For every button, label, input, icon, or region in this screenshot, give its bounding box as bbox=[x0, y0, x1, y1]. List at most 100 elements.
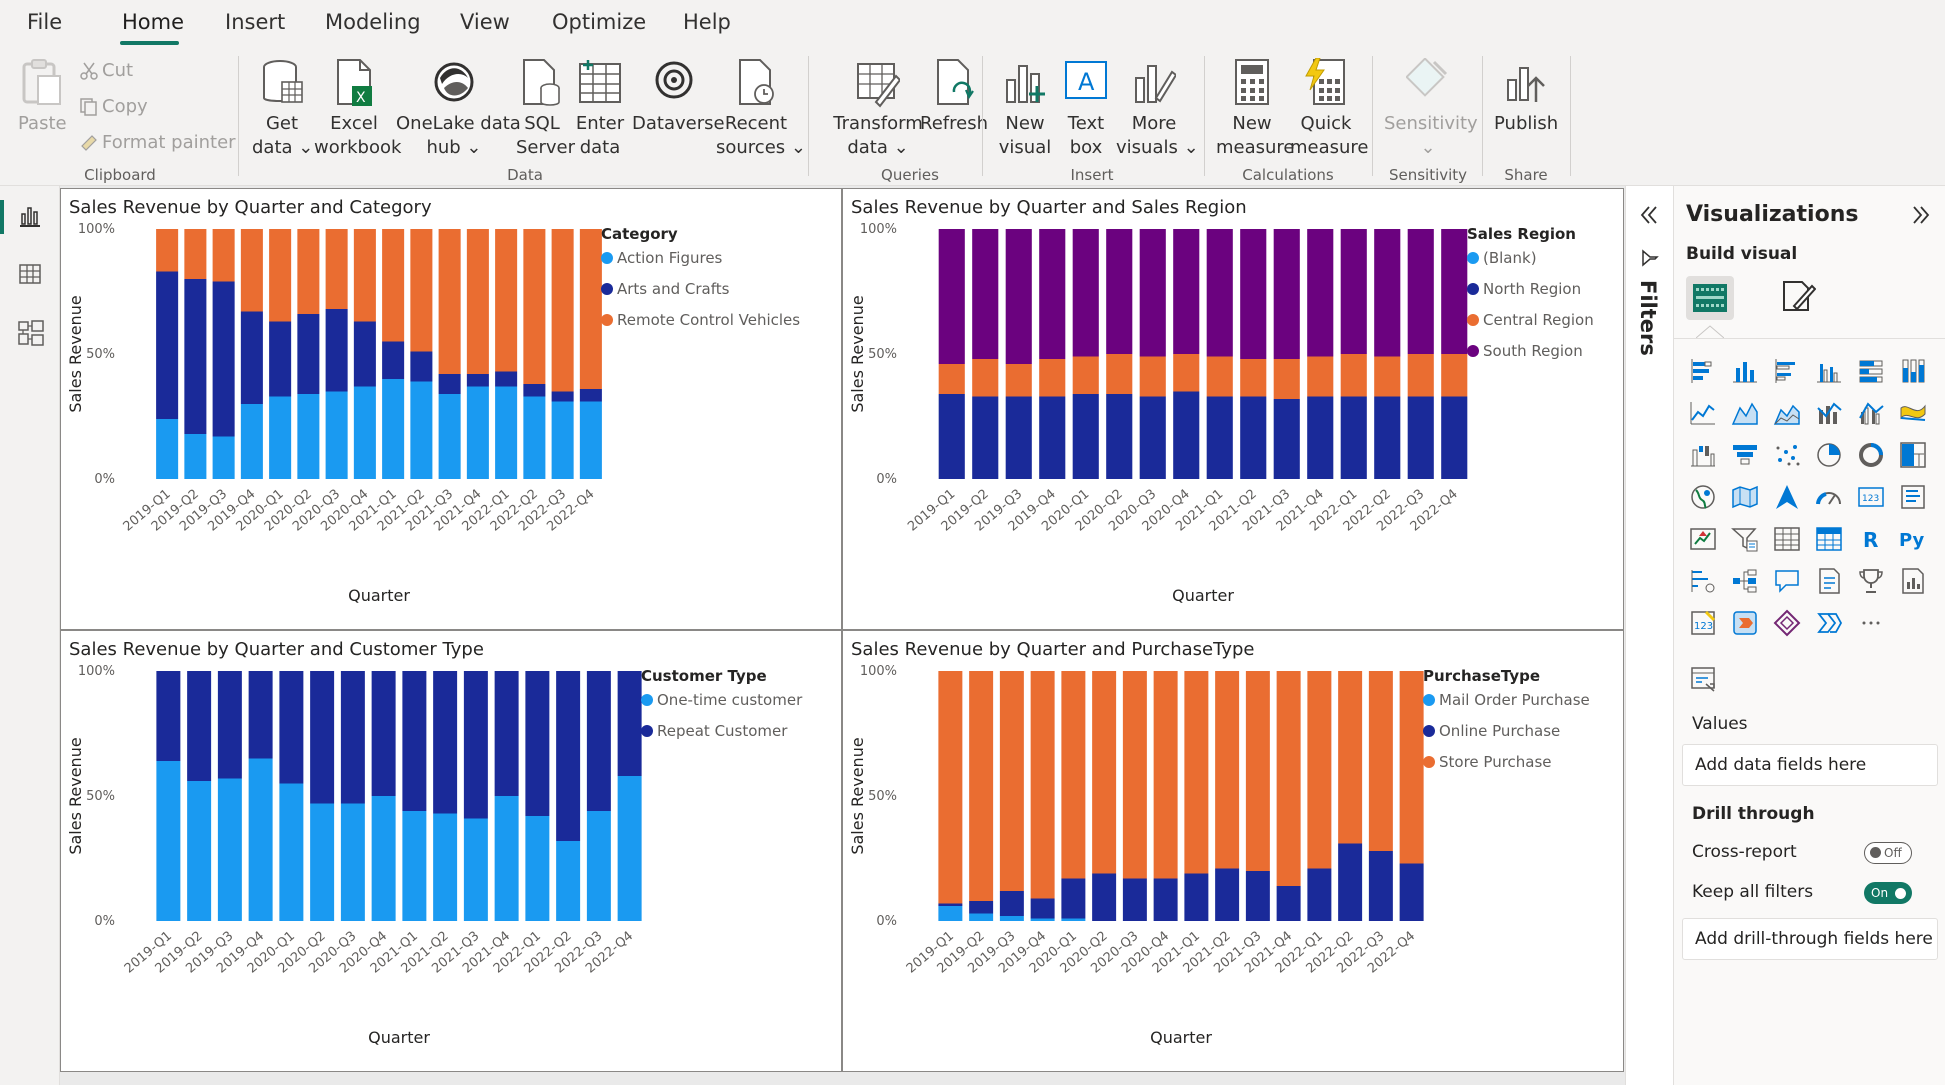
bar-segment[interactable] bbox=[269, 229, 292, 322]
values-field-well[interactable]: Add data fields here bbox=[1682, 744, 1938, 786]
keep-all-filters-toggle[interactable]: On bbox=[1864, 882, 1912, 904]
bar-segment[interactable] bbox=[523, 229, 546, 384]
menu-optimize[interactable]: Optimize bbox=[552, 10, 647, 34]
bar-segment[interactable] bbox=[1184, 873, 1209, 922]
bar-segment[interactable] bbox=[156, 271, 179, 420]
dataverse-button[interactable]: Dataverse bbox=[632, 58, 725, 136]
bar-segment[interactable] bbox=[248, 758, 273, 922]
bar-segment[interactable] bbox=[1206, 229, 1233, 357]
bar-segment[interactable] bbox=[1338, 843, 1363, 922]
python-visual-icon[interactable]: Py bbox=[1898, 524, 1928, 554]
bar-segment[interactable] bbox=[1005, 396, 1032, 480]
bar-segment[interactable] bbox=[1399, 863, 1424, 922]
bar-segment[interactable] bbox=[1206, 356, 1233, 397]
bar-segment[interactable] bbox=[279, 671, 304, 784]
slicer-icon[interactable] bbox=[1730, 524, 1760, 554]
bar-segment[interactable] bbox=[156, 229, 179, 272]
bar-segment[interactable] bbox=[156, 761, 181, 921]
bar-segment[interactable] bbox=[1338, 671, 1363, 844]
bar-segment[interactable] bbox=[617, 776, 642, 921]
paste-button[interactable]: Paste bbox=[18, 58, 67, 136]
bar-segment[interactable] bbox=[1139, 356, 1166, 397]
bar-segment[interactable] bbox=[325, 309, 348, 392]
bar-segment[interactable] bbox=[1153, 878, 1178, 922]
bar-segment[interactable] bbox=[1122, 878, 1147, 922]
bar-segment[interactable] bbox=[1039, 396, 1066, 480]
bar-segment[interactable] bbox=[1061, 918, 1086, 922]
scatter-chart-icon[interactable] bbox=[1772, 440, 1802, 470]
bar-segment[interactable] bbox=[523, 396, 546, 480]
power-apps-icon[interactable]: 123 bbox=[1688, 608, 1718, 638]
custom-visual-icon[interactable] bbox=[1688, 664, 1718, 694]
decomposition-tree-icon[interactable] bbox=[1730, 566, 1760, 596]
bar-segment[interactable] bbox=[556, 671, 581, 841]
bar-segment[interactable] bbox=[240, 311, 263, 405]
menu-file[interactable]: File bbox=[27, 10, 63, 34]
bar-segment[interactable] bbox=[1240, 359, 1267, 397]
filters-label[interactable]: Filters bbox=[1636, 280, 1660, 356]
bar-segment[interactable] bbox=[1173, 229, 1200, 354]
bar-segment[interactable] bbox=[999, 891, 1024, 916]
bar-segment[interactable] bbox=[466, 386, 489, 480]
drill-through-field-well[interactable]: Add drill-through fields here bbox=[1682, 918, 1938, 960]
bar-segment[interactable] bbox=[184, 229, 207, 279]
bar-segment[interactable] bbox=[1307, 671, 1332, 869]
bar-segment[interactable] bbox=[1173, 354, 1200, 392]
menu-home[interactable]: Home bbox=[122, 10, 185, 34]
publish-button[interactable]: Publish bbox=[1494, 58, 1558, 136]
bar-segment[interactable] bbox=[1206, 396, 1233, 480]
bar-segment[interactable] bbox=[217, 778, 242, 922]
bar-segment[interactable] bbox=[1092, 671, 1117, 874]
bar-segment[interactable] bbox=[402, 811, 427, 921]
filled-map-icon[interactable] bbox=[1730, 482, 1760, 512]
bar-segment[interactable] bbox=[438, 229, 461, 374]
power-platform-icon[interactable] bbox=[1772, 608, 1802, 638]
bar-segment[interactable] bbox=[1399, 671, 1424, 864]
stacked-area-chart-icon[interactable] bbox=[1772, 398, 1802, 428]
bar-segment[interactable] bbox=[556, 841, 581, 921]
bar-segment[interactable] bbox=[310, 803, 335, 922]
bar-segment[interactable] bbox=[410, 381, 433, 480]
filters-pane-collapsed[interactable] bbox=[1625, 186, 1673, 1085]
bar-segment[interactable] bbox=[1407, 354, 1434, 397]
bar-segment[interactable] bbox=[1374, 396, 1401, 480]
bar-segment[interactable] bbox=[1106, 354, 1133, 394]
bar-segment[interactable] bbox=[212, 281, 235, 437]
bar-segment[interactable] bbox=[269, 321, 292, 397]
bar-segment[interactable] bbox=[938, 671, 963, 904]
bar-segment[interactable] bbox=[1340, 229, 1367, 354]
bar-segment[interactable] bbox=[1039, 359, 1066, 397]
azure-map-icon[interactable] bbox=[1772, 482, 1802, 512]
bar-segment[interactable] bbox=[1030, 671, 1055, 899]
bar-segment[interactable] bbox=[999, 916, 1024, 921]
donut-chart-icon[interactable] bbox=[1856, 440, 1886, 470]
build-visual-tab[interactable] bbox=[1686, 276, 1734, 320]
bar-segment[interactable] bbox=[1374, 229, 1401, 357]
bar-segment[interactable] bbox=[1039, 229, 1066, 359]
100-stacked-bar-chart-icon[interactable] bbox=[1856, 356, 1886, 386]
menu-modeling[interactable]: Modeling bbox=[325, 10, 421, 34]
kpi-icon[interactable] bbox=[1688, 524, 1718, 554]
bar-segment[interactable] bbox=[1215, 868, 1240, 922]
bar-segment[interactable] bbox=[551, 229, 574, 392]
bar-segment[interactable] bbox=[410, 229, 433, 352]
bar-segment[interactable] bbox=[938, 906, 963, 921]
expand-double-chevron-icon[interactable] bbox=[1638, 204, 1660, 226]
arcgis-icon[interactable] bbox=[1814, 608, 1844, 638]
bar-segment[interactable] bbox=[579, 229, 602, 389]
bar-segment[interactable] bbox=[433, 813, 458, 922]
bar-segment[interactable] bbox=[340, 803, 365, 922]
bar-segment[interactable] bbox=[1340, 396, 1367, 480]
bar-segment[interactable] bbox=[279, 783, 304, 922]
bar-segment[interactable] bbox=[466, 229, 489, 374]
bar-segment[interactable] bbox=[972, 396, 999, 480]
bar-segment[interactable] bbox=[1139, 229, 1166, 357]
more-visuals-button[interactable]: More visuals ⌄ bbox=[1116, 58, 1199, 160]
bar-segment[interactable] bbox=[353, 321, 376, 387]
qa-visual-icon[interactable] bbox=[1772, 566, 1802, 596]
ribbon-chart-icon[interactable] bbox=[1898, 398, 1928, 428]
bar-segment[interactable] bbox=[1122, 671, 1147, 879]
bar-segment[interactable] bbox=[1005, 364, 1032, 397]
text-box-button[interactable]: A Text box bbox=[1060, 58, 1112, 160]
smart-narrative-icon[interactable] bbox=[1814, 566, 1844, 596]
